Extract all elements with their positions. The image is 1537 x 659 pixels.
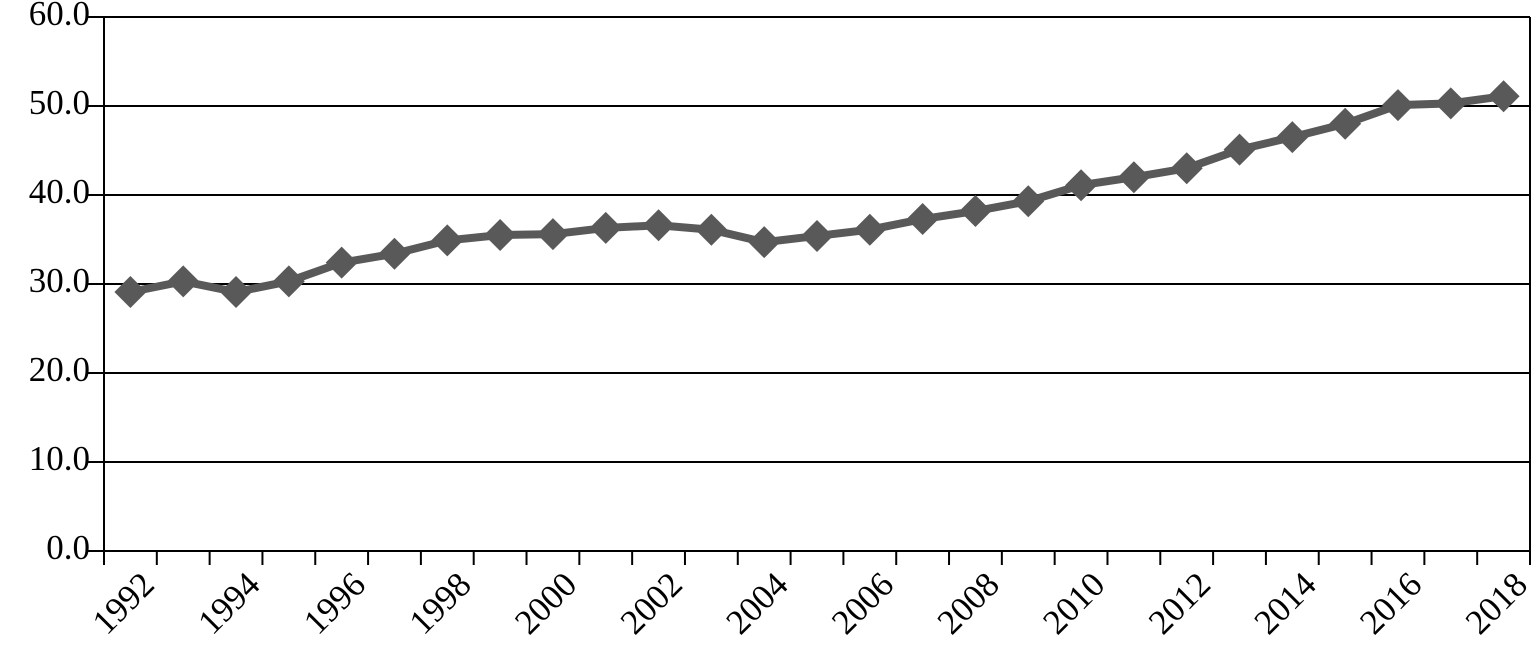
marker — [801, 219, 833, 252]
marker — [642, 209, 675, 242]
y-tick-label: 50.0 — [29, 83, 90, 122]
marker — [536, 218, 569, 251]
marker — [167, 265, 200, 298]
marker — [1223, 133, 1256, 166]
y-tick-label: 60.0 — [29, 0, 90, 33]
marker — [1117, 161, 1150, 194]
y-tick-label: 40.0 — [29, 172, 90, 211]
x-tick-label: 2004 — [718, 565, 795, 642]
marker — [378, 237, 411, 270]
x-tick-label: 2002 — [613, 565, 690, 642]
marker — [325, 246, 358, 279]
marker — [853, 213, 886, 246]
marker — [114, 276, 147, 309]
marker — [589, 211, 622, 244]
x-tick-label: 2016 — [1352, 565, 1429, 642]
marker — [272, 265, 305, 298]
y-tick-label: 0.0 — [46, 528, 90, 567]
marker — [1170, 152, 1203, 185]
x-tick-label: 1996 — [296, 565, 373, 642]
marker — [1434, 87, 1467, 120]
x-tick-label: 2006 — [824, 565, 901, 642]
x-tick-label: 2010 — [1035, 565, 1112, 642]
marker — [748, 226, 781, 259]
y-tick-label: 10.0 — [29, 439, 90, 478]
marker — [959, 195, 992, 228]
x-tick-label: 1998 — [402, 565, 479, 642]
x-tick-label: 2014 — [1247, 565, 1324, 642]
x-tick-label: 2012 — [1141, 565, 1218, 642]
y-tick-label: 30.0 — [29, 261, 90, 300]
x-tick-label: 2000 — [507, 565, 584, 642]
marker — [1012, 185, 1045, 218]
x-tick-label: 1992 — [85, 565, 162, 642]
x-tick-label: 2008 — [930, 565, 1007, 642]
marker — [484, 219, 517, 252]
marker — [431, 224, 464, 257]
marker — [1329, 107, 1362, 140]
x-tick-label: 2018 — [1458, 565, 1535, 642]
marker — [1381, 89, 1414, 122]
marker — [1487, 80, 1520, 113]
marker — [220, 276, 253, 309]
y-tick-label: 20.0 — [29, 350, 90, 389]
marker — [1065, 169, 1098, 202]
marker — [695, 213, 728, 246]
x-tick-label: 1994 — [190, 565, 267, 642]
marker — [1276, 121, 1309, 154]
marker — [906, 203, 939, 236]
